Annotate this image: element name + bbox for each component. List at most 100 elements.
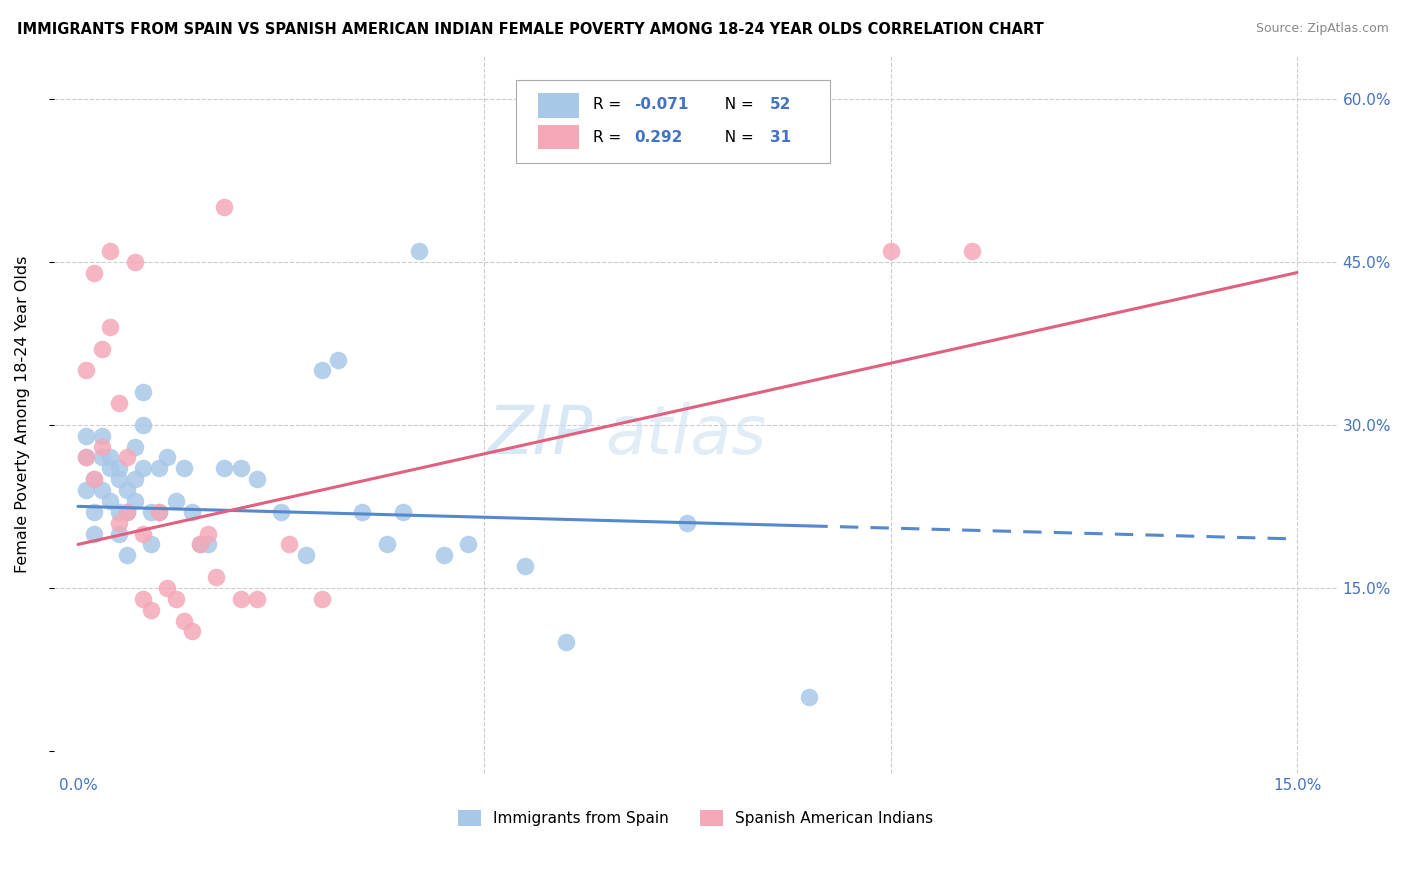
Point bbox=[294, 549, 316, 563]
Point bbox=[513, 559, 536, 574]
Point bbox=[83, 526, 105, 541]
Point bbox=[100, 320, 122, 334]
Point bbox=[91, 428, 114, 442]
Point bbox=[214, 461, 236, 475]
Point bbox=[352, 505, 374, 519]
Point bbox=[75, 428, 97, 442]
Y-axis label: Female Poverty Among 18-24 Year Olds: Female Poverty Among 18-24 Year Olds bbox=[15, 255, 30, 573]
Point bbox=[188, 537, 211, 551]
Point bbox=[132, 526, 155, 541]
Point bbox=[100, 450, 122, 465]
Point bbox=[132, 591, 155, 606]
Point bbox=[115, 549, 138, 563]
Point bbox=[554, 635, 576, 649]
Text: R =: R = bbox=[593, 130, 626, 145]
Text: R =: R = bbox=[593, 97, 626, 112]
Point bbox=[799, 690, 821, 704]
Point bbox=[75, 363, 97, 377]
Point bbox=[115, 483, 138, 497]
Text: N =: N = bbox=[714, 130, 758, 145]
Point bbox=[139, 505, 162, 519]
Point bbox=[115, 505, 138, 519]
Point bbox=[879, 244, 901, 258]
Point bbox=[229, 461, 252, 475]
Point bbox=[115, 450, 138, 465]
FancyBboxPatch shape bbox=[516, 80, 831, 162]
Point bbox=[457, 537, 479, 551]
Point bbox=[124, 494, 146, 508]
Point bbox=[83, 505, 105, 519]
Point bbox=[75, 450, 97, 465]
Point bbox=[960, 244, 983, 258]
Point bbox=[270, 505, 292, 519]
Point bbox=[100, 461, 122, 475]
Point bbox=[165, 591, 187, 606]
Text: -0.071: -0.071 bbox=[634, 97, 689, 112]
Point bbox=[156, 581, 179, 595]
Point bbox=[107, 461, 129, 475]
Point bbox=[139, 602, 162, 616]
Text: 0.292: 0.292 bbox=[634, 130, 682, 145]
Point bbox=[83, 472, 105, 486]
Bar bbox=[537, 93, 579, 118]
Point bbox=[115, 505, 138, 519]
Point bbox=[139, 537, 162, 551]
Point bbox=[107, 505, 129, 519]
Point bbox=[246, 591, 269, 606]
Point bbox=[180, 624, 202, 639]
Point bbox=[100, 494, 122, 508]
Point bbox=[214, 200, 236, 214]
Point bbox=[311, 363, 333, 377]
Point bbox=[188, 537, 211, 551]
Point bbox=[205, 570, 228, 584]
Point bbox=[180, 505, 202, 519]
Point bbox=[91, 440, 114, 454]
Text: IMMIGRANTS FROM SPAIN VS SPANISH AMERICAN INDIAN FEMALE POVERTY AMONG 18-24 YEAR: IMMIGRANTS FROM SPAIN VS SPANISH AMERICA… bbox=[17, 22, 1043, 37]
Point bbox=[173, 614, 195, 628]
Point bbox=[375, 537, 398, 551]
Point bbox=[197, 537, 219, 551]
Point bbox=[91, 342, 114, 356]
Point bbox=[124, 254, 146, 268]
Point bbox=[107, 526, 129, 541]
Point bbox=[75, 483, 97, 497]
Text: 52: 52 bbox=[770, 97, 792, 112]
Point bbox=[107, 396, 129, 410]
Point bbox=[278, 537, 301, 551]
Point bbox=[246, 472, 269, 486]
Point bbox=[83, 472, 105, 486]
Point bbox=[676, 516, 699, 530]
Point bbox=[326, 352, 349, 367]
Point bbox=[408, 244, 430, 258]
Point bbox=[148, 505, 170, 519]
Point bbox=[132, 385, 155, 400]
Point bbox=[107, 516, 129, 530]
Point bbox=[148, 461, 170, 475]
Text: Source: ZipAtlas.com: Source: ZipAtlas.com bbox=[1256, 22, 1389, 36]
Point bbox=[100, 244, 122, 258]
Point bbox=[433, 549, 456, 563]
Text: 31: 31 bbox=[770, 130, 792, 145]
Point bbox=[75, 450, 97, 465]
Text: ZIP: ZIP bbox=[488, 402, 593, 468]
Point bbox=[148, 505, 170, 519]
Point bbox=[156, 450, 179, 465]
Point bbox=[173, 461, 195, 475]
Point bbox=[229, 591, 252, 606]
Point bbox=[124, 440, 146, 454]
Point bbox=[197, 526, 219, 541]
Point bbox=[107, 472, 129, 486]
Point bbox=[311, 591, 333, 606]
Point bbox=[132, 461, 155, 475]
Point bbox=[91, 450, 114, 465]
Legend: Immigrants from Spain, Spanish American Indians: Immigrants from Spain, Spanish American … bbox=[458, 810, 934, 826]
Point bbox=[83, 266, 105, 280]
Text: N =: N = bbox=[714, 97, 758, 112]
Text: atlas: atlas bbox=[606, 402, 766, 468]
Point bbox=[132, 417, 155, 432]
Point bbox=[124, 472, 146, 486]
Point bbox=[165, 494, 187, 508]
Bar bbox=[537, 125, 579, 149]
Point bbox=[392, 505, 415, 519]
Point bbox=[91, 483, 114, 497]
